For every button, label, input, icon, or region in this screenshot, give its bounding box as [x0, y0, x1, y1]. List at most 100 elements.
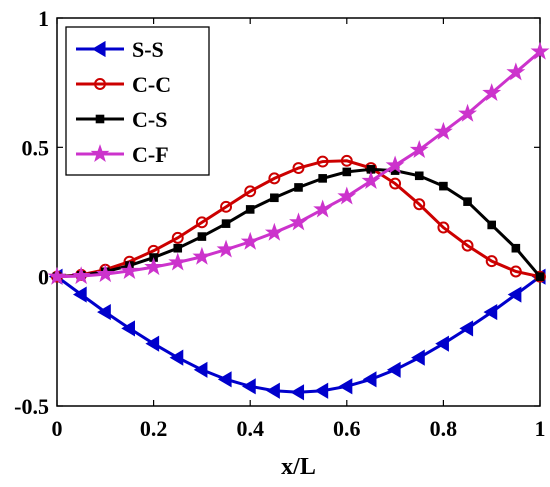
data-point [120, 261, 139, 279]
series-line [56, 275, 541, 394]
data-point [461, 239, 474, 252]
data-point [121, 320, 135, 337]
y-tick-label: 0.5 [22, 135, 50, 160]
data-point [268, 172, 281, 185]
data-point [511, 243, 521, 253]
data-point [506, 62, 526, 81]
data-point [47, 266, 67, 285]
data-point [413, 198, 426, 211]
data-point [245, 205, 255, 214]
legend: S-S C-C C-S C-F [65, 26, 210, 176]
x-tick-label: 0.2 [140, 416, 168, 441]
data-point [459, 320, 474, 337]
legend-entry: C-C [76, 72, 171, 97]
data-point [240, 231, 260, 250]
data-point [290, 384, 305, 401]
legend-label: C-C [132, 72, 171, 97]
data-point [168, 252, 188, 271]
legend-entry: C-S [76, 107, 167, 132]
data-point [169, 349, 184, 366]
data-point [509, 265, 522, 278]
data-point [386, 361, 401, 378]
series-layer [47, 41, 550, 401]
data-point [195, 216, 208, 229]
data-point [144, 257, 164, 276]
y-tick-label: -0.5 [14, 394, 49, 419]
legend-marker [90, 144, 110, 163]
data-point [435, 335, 449, 352]
legend-entry: S-S [76, 37, 164, 62]
data-point [71, 266, 91, 285]
data-point [535, 272, 545, 281]
data-point [433, 121, 453, 140]
data-point [266, 382, 280, 399]
data-point [385, 155, 405, 174]
data-point [361, 171, 381, 189]
legend-label: C-S [132, 107, 167, 132]
data-point [483, 304, 498, 321]
data-point [95, 264, 115, 283]
x-tick-label: 0 [52, 416, 63, 441]
data-point [292, 162, 305, 174]
data-point [216, 239, 236, 258]
legend-entry: C-F [76, 142, 169, 167]
data-point [458, 103, 477, 122]
legend-marker [91, 40, 106, 58]
x-tick-label: 0.6 [333, 416, 361, 441]
legend-label: S-S [132, 37, 164, 62]
data-point [192, 246, 212, 265]
data-point [534, 270, 546, 283]
data-point [294, 183, 303, 192]
data-point [487, 220, 496, 230]
data-point [337, 186, 357, 205]
x-tick-label: 1 [535, 416, 546, 441]
data-point [264, 222, 284, 241]
plot-frame [56, 17, 541, 407]
legend-box [65, 26, 210, 176]
data-point [221, 219, 231, 228]
data-point [389, 177, 402, 190]
data-point [338, 378, 353, 395]
data-point [270, 193, 279, 203]
series-c-f [47, 41, 550, 285]
data-point [342, 167, 352, 177]
data-point [314, 382, 329, 399]
legend-marker [94, 78, 106, 90]
data-point [507, 286, 522, 303]
x-axis-label: x/L [281, 454, 316, 480]
data-point [289, 212, 308, 231]
data-point [409, 139, 429, 158]
data-point [316, 155, 329, 168]
series-line [56, 159, 541, 279]
data-point [72, 286, 87, 303]
data-point [437, 221, 450, 234]
data-point [340, 154, 353, 167]
data-point [145, 335, 160, 352]
legend-label: C-F [132, 142, 169, 167]
data-point [482, 83, 502, 102]
data-point [485, 255, 498, 268]
x-tick-label: 0.4 [236, 416, 264, 441]
data-point [97, 304, 111, 321]
data-point [463, 197, 472, 206]
data-point [414, 171, 424, 181]
data-point [439, 181, 448, 191]
data-point [411, 349, 425, 366]
data-point [171, 231, 184, 244]
data-point [313, 199, 333, 218]
y-tick-label: 1 [38, 6, 49, 31]
data-point [318, 174, 327, 183]
data-point [220, 200, 233, 213]
x-tick-label: 0.8 [430, 416, 458, 441]
series-s-s [48, 268, 546, 401]
data-point [217, 371, 232, 388]
data-point [244, 185, 257, 198]
data-point [197, 232, 207, 241]
data-point [173, 243, 183, 253]
y-tick-label: 0 [38, 265, 49, 290]
data-point [530, 41, 550, 60]
data-point [193, 361, 208, 378]
legend-marker [95, 114, 105, 124]
data-point [242, 378, 256, 395]
